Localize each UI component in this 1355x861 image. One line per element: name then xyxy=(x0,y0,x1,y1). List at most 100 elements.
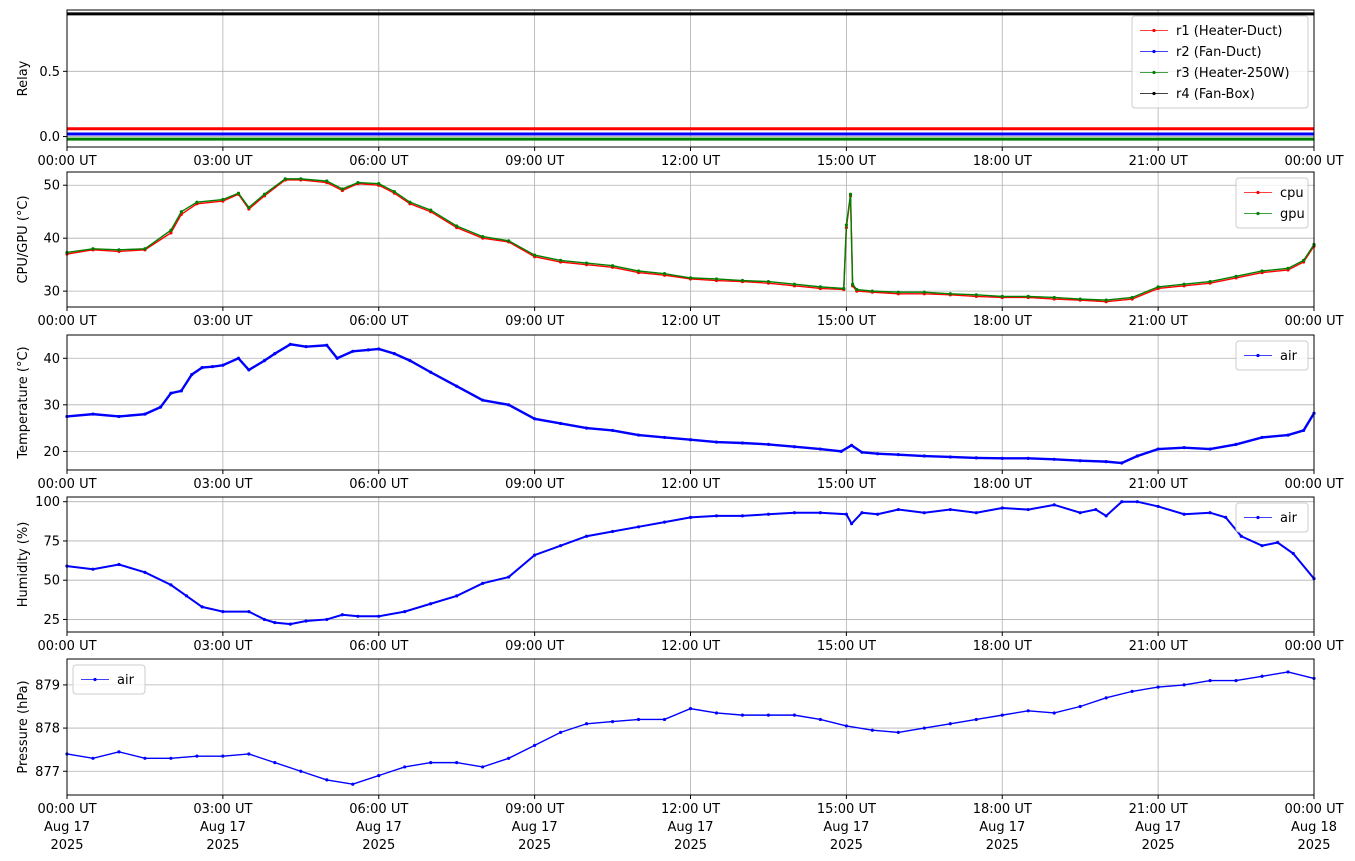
data-point xyxy=(1234,678,1238,683)
data-point xyxy=(1104,460,1108,464)
data-point xyxy=(636,269,641,273)
data-point xyxy=(304,345,308,349)
ytick-label: 50 xyxy=(43,179,60,194)
xtick-label: 18:00 UT xyxy=(973,639,1032,654)
data-point xyxy=(1234,442,1238,446)
data-point xyxy=(792,713,797,717)
data-point xyxy=(559,258,563,263)
xtick-label: 06:00 UT xyxy=(349,639,408,654)
xtick-label: 06:00 UT xyxy=(349,477,408,492)
data-point xyxy=(299,177,303,181)
xtick-year-label: 2025 xyxy=(362,838,395,853)
data-point xyxy=(1302,428,1306,433)
data-point xyxy=(1130,295,1134,300)
data-point xyxy=(533,553,537,557)
legend-label: r1 (Heater-Duct) xyxy=(1176,24,1282,39)
data-point xyxy=(408,200,412,204)
data-point xyxy=(1182,512,1186,516)
xtick-label: 21:00 UT xyxy=(1129,802,1188,817)
data-point xyxy=(158,405,163,409)
data-point xyxy=(1286,670,1290,674)
data-point xyxy=(1000,506,1004,510)
xtick-date-label: Aug 17 xyxy=(1135,820,1181,835)
data-point xyxy=(169,228,173,232)
data-point xyxy=(662,272,667,276)
data-point xyxy=(288,622,293,626)
data-point xyxy=(1000,456,1004,460)
data-point xyxy=(356,180,360,185)
xtick-label: 00:00 UT xyxy=(37,314,96,329)
data-point xyxy=(507,756,511,760)
data-point xyxy=(849,443,854,447)
data-point xyxy=(766,713,771,717)
data-point xyxy=(1120,461,1124,465)
xtick-label: 00:00 UT xyxy=(1284,477,1343,492)
data-point xyxy=(1135,454,1139,458)
data-point xyxy=(143,570,147,574)
data-point xyxy=(1182,282,1186,286)
data-point xyxy=(403,609,407,614)
data-point xyxy=(273,620,277,625)
data-point xyxy=(922,511,926,515)
data-point xyxy=(507,575,511,579)
data-point xyxy=(875,452,880,456)
ytick-label: 878 xyxy=(35,722,60,737)
xtick-date-label: Aug 17 xyxy=(823,820,869,835)
data-point xyxy=(429,761,433,765)
data-point xyxy=(429,370,433,374)
data-point xyxy=(210,365,215,369)
data-point xyxy=(688,276,693,280)
legend-humidity: air xyxy=(1235,502,1309,533)
data-point xyxy=(236,356,241,360)
data-point xyxy=(221,363,225,367)
data-point xyxy=(974,717,978,722)
data-point xyxy=(356,614,360,618)
xtick-year-label: 2025 xyxy=(986,838,1019,853)
xtick-label: 12:00 UT xyxy=(661,314,720,329)
data-point xyxy=(688,438,693,442)
data-point xyxy=(481,398,485,402)
xtick-label: 09:00 UT xyxy=(505,154,564,169)
data-point xyxy=(377,773,381,778)
xtick-year-label: 2025 xyxy=(206,838,239,853)
data-point xyxy=(860,511,864,515)
legend-label: r4 (Fan-Box) xyxy=(1176,87,1255,102)
xtick-label: 00:00 UT xyxy=(1284,639,1343,654)
data-point xyxy=(1026,294,1030,299)
ytick-label: 75 xyxy=(43,534,60,549)
xtick-year-label: 2025 xyxy=(518,838,551,853)
data-point xyxy=(948,455,952,459)
legend-marker xyxy=(1256,211,1260,216)
xtick-label: 15:00 UT xyxy=(817,154,876,169)
data-point xyxy=(91,756,95,760)
legend-box xyxy=(1131,15,1309,109)
data-point xyxy=(610,264,615,268)
data-point xyxy=(273,352,277,356)
data-point xyxy=(325,179,329,183)
data-point xyxy=(1260,674,1264,678)
data-point xyxy=(584,722,589,726)
xtick-year-label: 2025 xyxy=(1142,838,1175,853)
data-point xyxy=(143,412,147,416)
data-point xyxy=(1208,279,1212,284)
data-point xyxy=(662,717,667,722)
ytick-label: 20 xyxy=(43,445,60,460)
xtick-date-label: Aug 17 xyxy=(356,820,402,835)
data-point xyxy=(1156,285,1160,289)
data-point xyxy=(200,605,204,609)
xtick-label: 00:00 UT xyxy=(37,802,96,817)
data-point xyxy=(335,356,339,360)
data-point xyxy=(1026,507,1030,512)
data-point xyxy=(1239,534,1243,538)
data-point xyxy=(325,778,329,782)
data-point xyxy=(860,450,864,454)
legend-marker xyxy=(1152,70,1156,75)
data-point xyxy=(766,279,771,284)
data-point xyxy=(740,278,745,283)
xtick-date-label: Aug 18 xyxy=(1291,820,1337,835)
data-point xyxy=(1286,433,1290,437)
data-point xyxy=(896,507,900,512)
ytick-label: 50 xyxy=(43,574,60,589)
data-point xyxy=(533,743,537,747)
data-point xyxy=(1104,298,1108,302)
